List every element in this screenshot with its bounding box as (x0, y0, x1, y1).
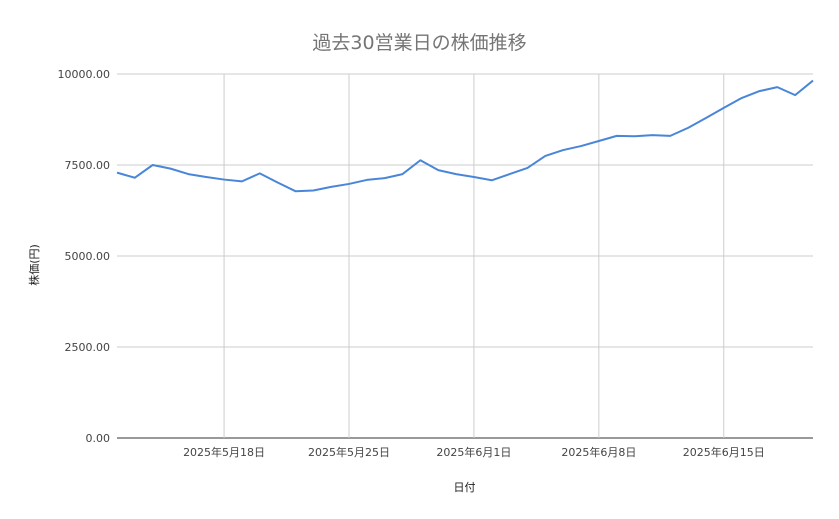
y-tick-label: 5000.00 (65, 250, 111, 263)
series-line (116, 79, 814, 193)
x-tick-label: 2025年5月18日 (183, 445, 265, 459)
x-tick-label: 2025年6月15日 (683, 445, 765, 459)
x-axis-title: 日付 (453, 481, 476, 494)
y-tick-label: 0.00 (86, 432, 111, 445)
chart-title: 過去30営業日の株価推移 (312, 32, 527, 54)
x-tick-label: 2025年6月8日 (561, 445, 636, 459)
y-tick-label: 10000.00 (58, 68, 111, 81)
y-tick-label: 7500.00 (65, 159, 111, 172)
x-tick-label: 2025年6月1日 (436, 445, 511, 459)
x-tick-label: 2025年5月25日 (308, 445, 390, 459)
y-tick-label: 2500.00 (65, 341, 111, 354)
